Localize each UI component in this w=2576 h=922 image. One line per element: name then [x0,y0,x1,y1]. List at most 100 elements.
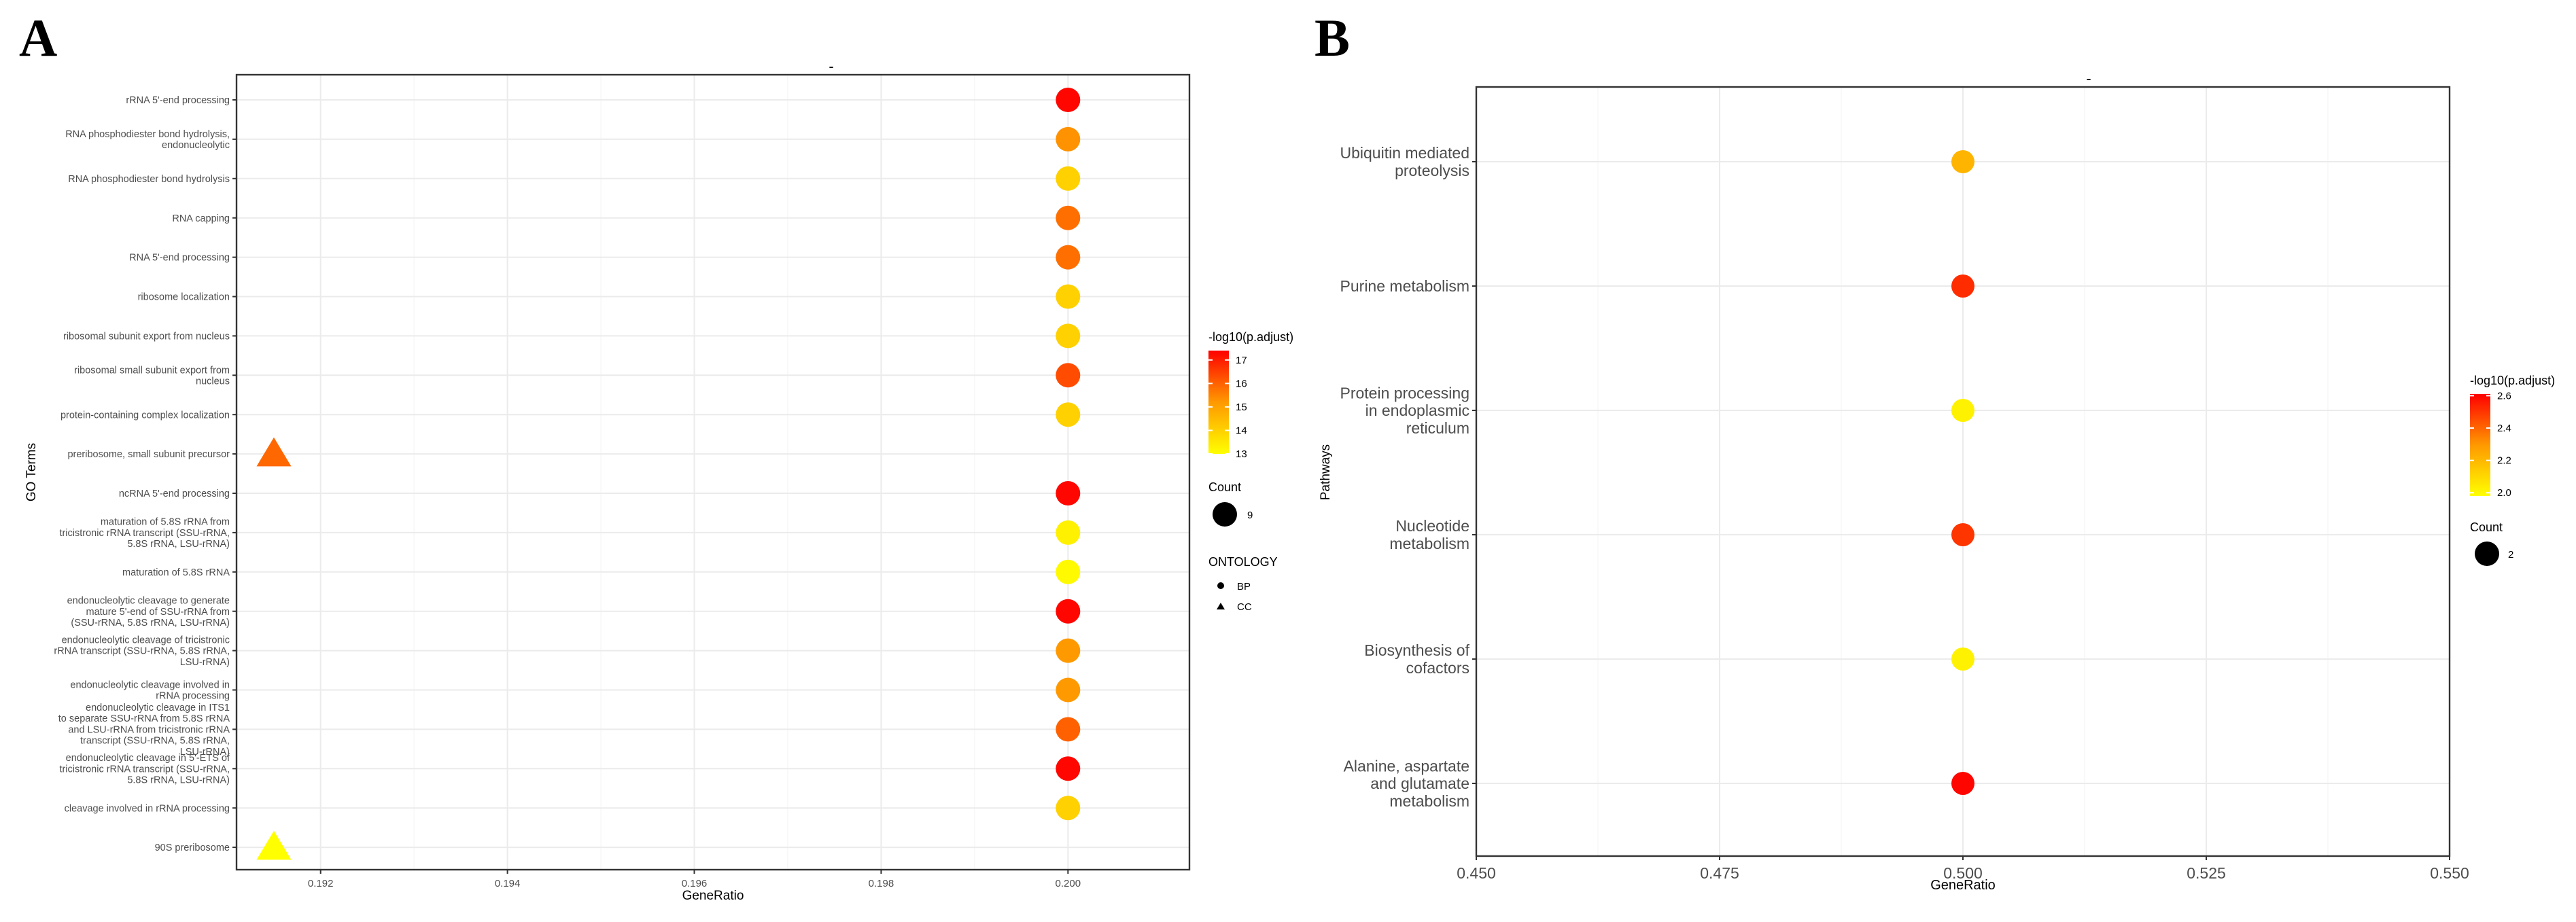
panel-a-y-tick-labels: rRNA 5'-end processing RNA phosphodiester… [54,95,237,853]
y-tick-label: endonucleolytic cleavage involved in rRNA… [70,679,230,701]
data-point [1056,796,1081,821]
data-point [1056,88,1081,112]
y-tick-label: ribosome localization [138,292,230,303]
colorbar-tick-label: 13 [1236,448,1247,460]
y-tick-label: Alanine, aspartate and glutamate metabolis… [1344,757,1469,810]
panel-b-legend: -log10(p.adjust) 2.0 2.2 2.4 2.6 Count 2 [2470,374,2555,566]
panel-b-size-legend-label: 2 [2508,549,2513,561]
y-tick-label: ribosomal subunit export from nucleus [63,331,230,342]
panel-b-title: - [2086,70,2091,87]
panel-a-colorbar-ticks: 13 14 15 16 17 [1208,355,1247,460]
data-point [1951,523,1974,546]
data-point [1056,166,1081,191]
data-point [1056,245,1081,270]
y-tick-label: Ubiquitin mediated proteolysis [1340,144,1469,179]
colorbar-tick-label: 2.6 [2497,390,2511,402]
panel-b-size-legend-title: Count [2470,520,2503,534]
x-tick-label: 0.192 [308,878,334,889]
y-tick-label: 90S preribosome [155,843,230,853]
panel-a-x-axis-title: GeneRatio [682,889,744,903]
data-point [1056,126,1081,152]
y-tick-label: endonucleolytic cleavage of tricistronic… [54,635,230,667]
y-tick-label: Protein processing in endoplasmic reticulu… [1340,384,1470,437]
x-tick-label: 0.475 [1700,864,1739,882]
data-point [1951,772,1974,795]
y-tick-label: ncRNA 5'-end processing [119,489,230,499]
y-tick-label: ribosomal small subunit export from nucle… [74,365,230,387]
y-tick-label: preribosome, small subunit precursor [67,449,230,460]
data-point [1056,677,1081,703]
x-tick-label: 0.525 [2187,864,2226,882]
panel-b-colorbar-ticks: 2.0 2.2 2.4 2.6 [2470,390,2511,499]
data-point [1056,559,1081,584]
colorbar-tick-label: 2.4 [2497,423,2511,434]
data-point-triangle [256,437,292,467]
panel-b-letter: B [1315,8,1350,67]
data-point [1056,402,1081,427]
x-tick-label: 0.198 [869,878,894,889]
y-tick-label: maturation of 5.8S rRNA from tricistronic… [59,517,230,550]
y-tick-label: protein-containing complex localization [60,410,230,421]
x-tick-label: 0.550 [2430,864,2469,882]
x-tick-label: 0.196 [682,878,708,889]
x-tick-label: 0.200 [1056,878,1081,889]
panel-a-points [256,88,1081,860]
y-tick-label: rRNA 5'-end processing [126,95,230,106]
panel-a-shape-legend-circle-key [1217,582,1224,589]
panel-b-size-legend-key [2475,542,2499,566]
x-tick-label: 0.500 [1943,864,1983,882]
y-tick-label: Biosynthesis of cofactors [1364,641,1469,677]
panel-b-y-tick-labels: Ubiquitin mediated proteolysis Purine meta… [1340,144,1476,810]
y-tick-label: Nucleotide metabolism [1389,517,1469,552]
y-tick-label: endonucleolytic cleavage in ITS1 to separ… [58,703,230,758]
panel-a-plot-frame [235,73,1191,871]
y-tick-label: RNA phosphodiester bond hydrolysis [68,174,230,185]
panel-b-gridlines [1476,87,2450,856]
panel-a-y-axis-title: GO Terms [24,443,39,501]
y-tick-label: cleavage involved in rRNA processing [65,803,230,814]
y-tick-label: RNA capping [172,213,230,224]
panel-a-shape-legend-cc-label: CC [1237,601,1252,613]
y-tick-label: RNA 5'-end processing [129,253,230,264]
panel-a-shape-legend-bp-label: BP [1237,581,1251,592]
panel-b-colorbar [2470,394,2490,496]
data-point [1951,399,1974,422]
data-point [1056,481,1081,506]
data-point [1951,648,1974,671]
panel-a-x-tick-labels: 0.192 0.194 0.196 0.198 0.200 [308,870,1081,889]
panel-b-color-legend-title: -log10(p.adjust) [2470,374,2555,387]
data-point [1056,717,1081,742]
panel-b-y-axis-title: Pathways [1319,444,1333,500]
y-tick-label: maturation of 5.8S rRNA [122,567,230,578]
data-point [1056,205,1081,230]
panel-a-shape-legend-triangle-key [1217,603,1225,609]
data-point [1056,520,1081,545]
panel-b: B - Ubiquitin mediated proteolysis Purine … [1315,8,2555,893]
data-point [1056,599,1081,624]
data-point [1056,284,1081,309]
panel-b-points [1951,150,1974,795]
colorbar-tick-label: 2.2 [2497,455,2511,467]
panel-a-color-legend-title: -log10(p.adjust) [1208,330,1293,344]
data-point-triangle [256,830,292,860]
colorbar-tick-label: 14 [1236,425,1247,436]
colorbar-tick-label: 16 [1236,378,1247,389]
panel-a-colorbar [1208,351,1229,454]
panel-a-gridlines [237,75,1189,870]
data-point [1951,274,1974,298]
panel-a-legend: -log10(p.adjust) 13 14 15 16 17 Count 9 ONTO… [1208,330,1293,613]
y-tick-label: RNA phosphodiester bond hydrolysis, endon… [65,129,230,151]
panel-a-title: - [829,58,833,75]
panel-b-x-tick-labels: 0.450 0.475 0.500 0.525 0.550 [1457,856,2469,882]
panel-a-size-legend-key [1213,502,1237,527]
x-tick-label: 0.194 [495,878,521,889]
colorbar-tick-label: 2.0 [2497,487,2511,499]
data-point [1056,638,1081,663]
y-tick-label: endonucleolytic cleavage in 5'-ETS of tri… [59,753,230,785]
panel-b-x-axis-title: GeneRatio [1930,878,1996,893]
panel-a-shape-legend-title: ONTOLOGY [1208,555,1278,569]
y-tick-label: Purine metabolism [1340,277,1469,295]
x-tick-label: 0.450 [1457,864,1496,882]
colorbar-tick-label: 17 [1236,355,1247,366]
